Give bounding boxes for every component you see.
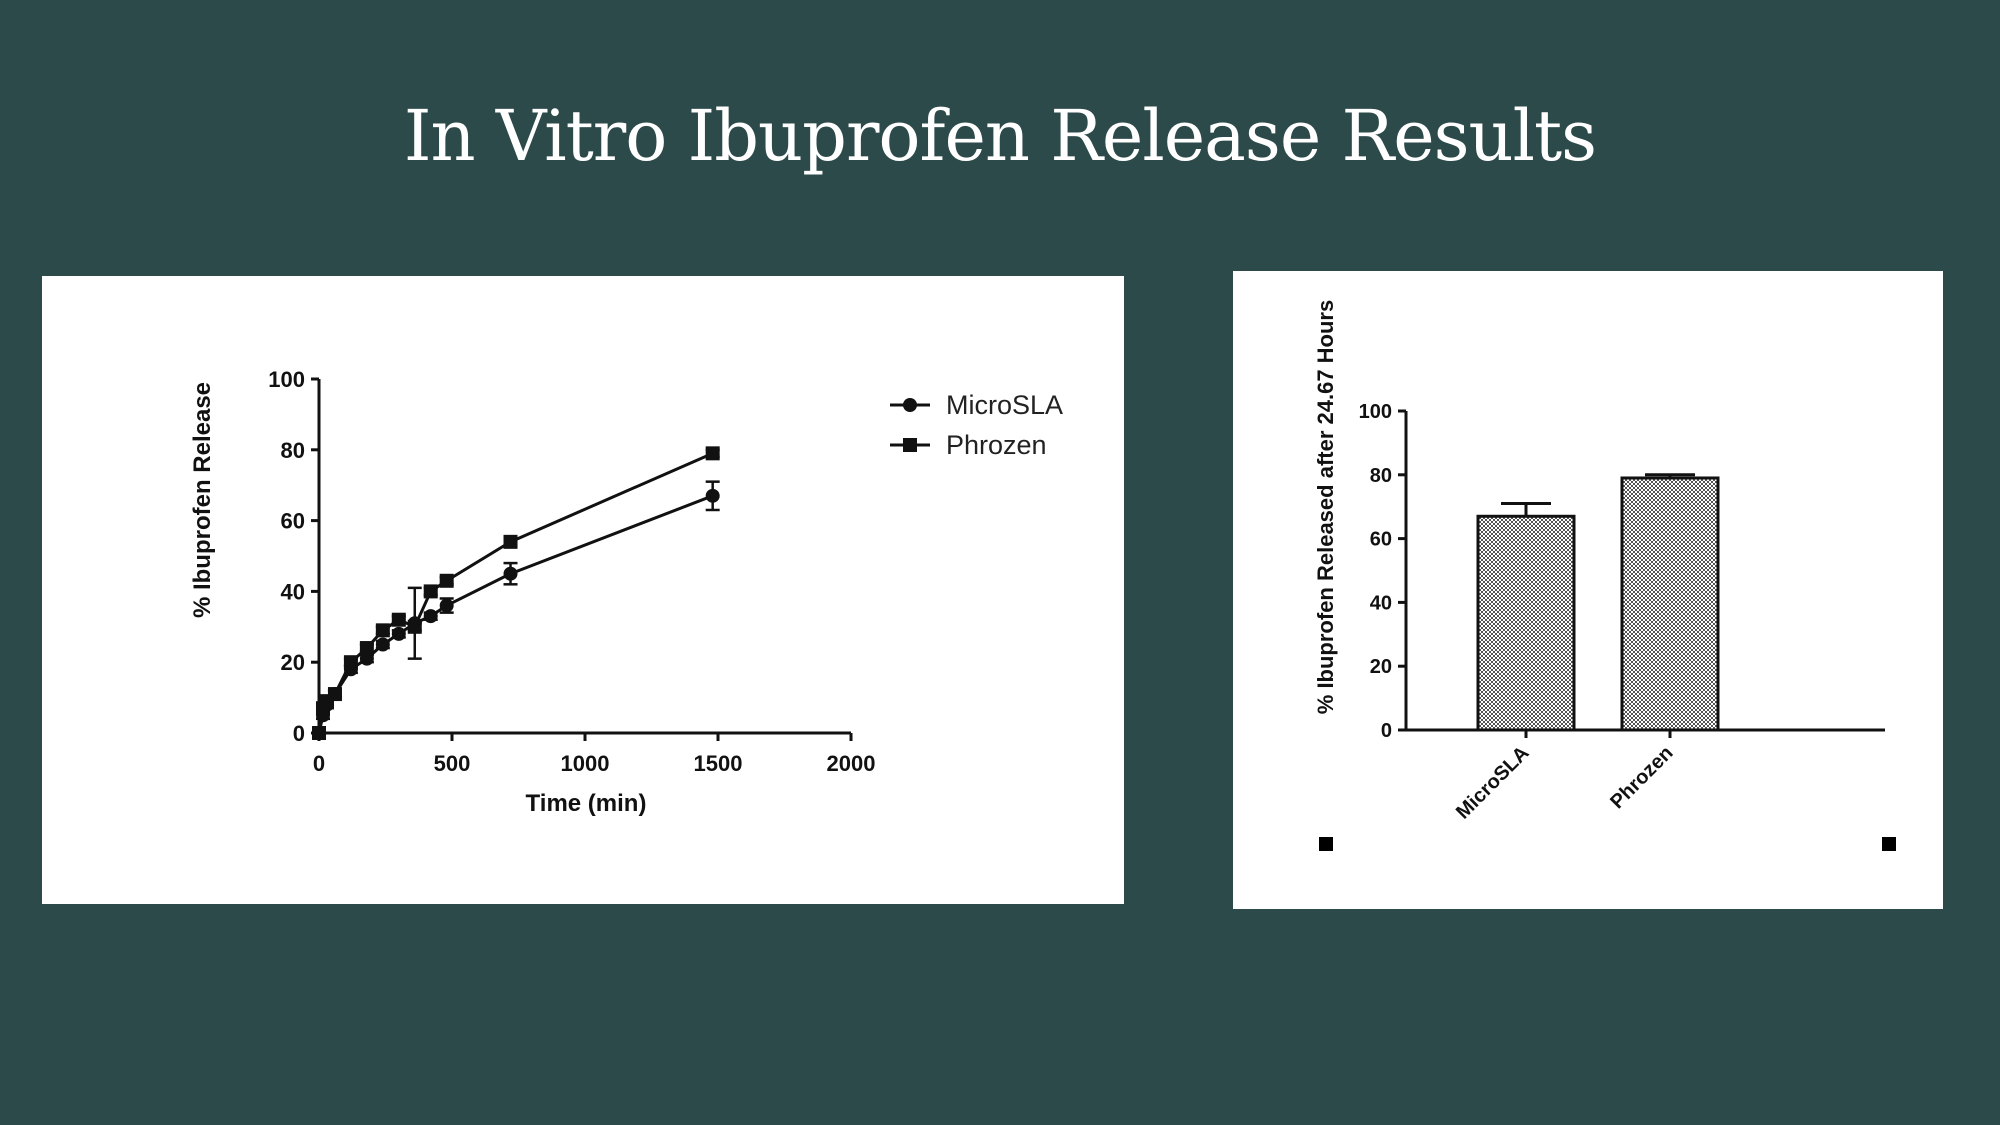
y-tick-label: 20 — [281, 650, 305, 675]
x-tick-label: 0 — [313, 751, 325, 776]
bar-y-tick-label: 0 — [1381, 720, 1392, 742]
release-bar-chart-panel: 0 20 40 60 80 100 MicroSLA Phrozen % Ibuprofen … — [1233, 271, 1943, 909]
data-point-microsla — [705, 488, 720, 503]
data-point-microsla — [391, 626, 406, 641]
y-tick-label: 60 — [281, 509, 305, 534]
data-point-microsla — [423, 609, 438, 624]
bar-y-tick-label: 100 — [1359, 401, 1392, 423]
data-point-microsla — [375, 637, 390, 652]
series-line-phrozen — [317, 451, 714, 734]
bar-y-tick-label: 60 — [1370, 529, 1392, 551]
legend-marker-square — [903, 438, 917, 452]
x-tick-label: 1500 — [694, 751, 743, 776]
data-point-microsla — [359, 651, 374, 666]
data-point-phrozen — [343, 655, 358, 670]
legend-label: MicroSLA — [946, 390, 1063, 420]
legend-marker-circle — [903, 398, 917, 412]
x-tick-label: 1000 — [561, 751, 610, 776]
bar-category-label: Phrozen — [1606, 742, 1677, 813]
bar-y-tick-label: 80 — [1370, 465, 1392, 487]
data-point-phrozen — [407, 619, 422, 634]
bar-y-axis-label: % Ibuprofen Released after 24.67 Hours — [1313, 300, 1338, 714]
data-point-microsla — [503, 566, 518, 581]
data-point-phrozen — [503, 534, 518, 549]
slide-title: In Vitro Ibuprofen Release Results — [403, 95, 1597, 177]
release-line-chart-panel: 0 20 40 60 80 100 0 500 1000 1500 2000 MicroSLA Phr… — [42, 276, 1124, 904]
data-point-microsla — [439, 598, 454, 613]
data-point-phrozen — [312, 726, 326, 740]
data-point-phrozen — [439, 573, 454, 588]
x-tick-label: 500 — [434, 751, 471, 776]
bar-microsla — [1476, 514, 1576, 732]
bar-category-label: MicroSLA — [1452, 742, 1534, 824]
y-axis-label: % Ibuprofen Release — [189, 382, 216, 618]
data-point-phrozen — [391, 612, 406, 627]
legend-label: Phrozen — [946, 430, 1047, 460]
data-point-phrozen — [327, 687, 342, 702]
data-point-phrozen — [705, 446, 720, 461]
release-bar-chart: 0 20 40 60 80 100 MicroSLA Phrozen % Ibuprofen … — [1313, 300, 1896, 851]
y-tick-label: 0 — [293, 721, 305, 746]
data-point-phrozen — [375, 623, 390, 638]
x-axis-label: Time (min) — [526, 790, 647, 817]
series-line-microsla — [317, 494, 714, 734]
bar-y-tick-label: 20 — [1370, 656, 1392, 678]
y-tick-label: 80 — [281, 438, 305, 463]
data-point-phrozen — [423, 584, 438, 599]
bar-y-tick-label: 40 — [1370, 592, 1392, 614]
corner-marker-left — [1319, 837, 1333, 851]
corner-marker-right — [1882, 837, 1896, 851]
x-tick-label: 2000 — [827, 751, 876, 776]
data-point-phrozen — [359, 641, 374, 656]
y-tick-label: 100 — [268, 367, 305, 392]
bar-phrozen — [1620, 476, 1720, 732]
y-tick-label: 40 — [281, 579, 305, 604]
